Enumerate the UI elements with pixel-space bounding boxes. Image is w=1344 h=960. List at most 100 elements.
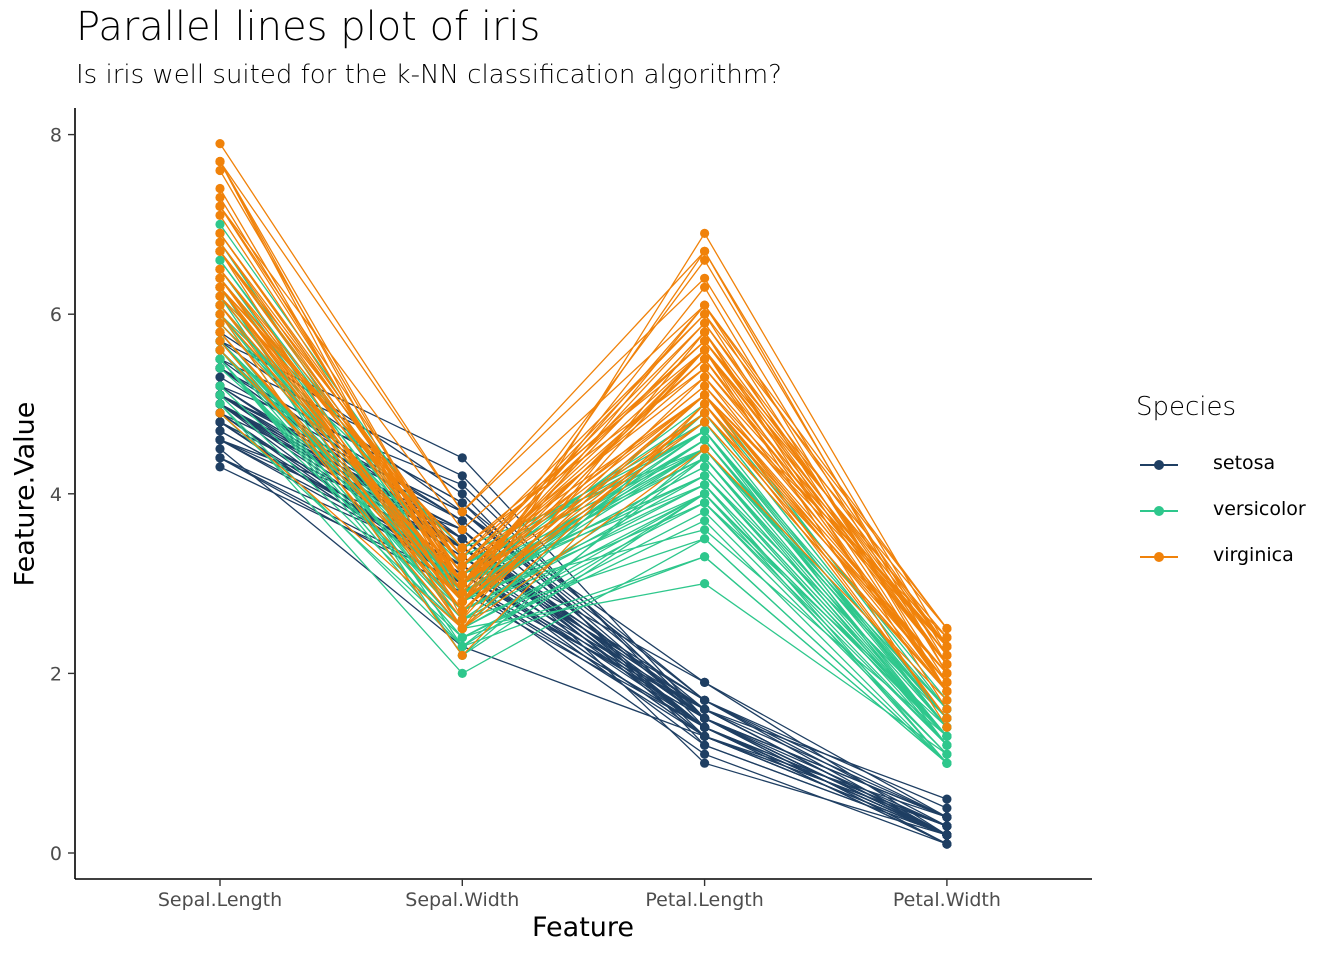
point-versicolor-47-2 — [700, 462, 710, 472]
point-virginica-33-1 — [457, 597, 467, 607]
point-versicolor-41-2 — [700, 435, 710, 445]
line-virginica-32 — [219, 277, 948, 656]
point-virginica-37-0 — [215, 273, 225, 283]
point-virginica-46-3 — [942, 677, 952, 688]
point-setosa-41-0 — [215, 444, 225, 454]
x-tick-label-0: Sepal.Length — [158, 889, 282, 911]
point-virginica-35-0 — [215, 156, 225, 167]
y-axis-title: Feature.Value — [9, 401, 41, 587]
point-virginica-34-1 — [457, 614, 467, 625]
x-tick-label-3: Petal.Width — [893, 889, 1001, 911]
point-virginica-46-1 — [457, 623, 467, 634]
y-tick-label-2: 2 — [50, 663, 62, 685]
point-virginica-13-0 — [215, 336, 225, 346]
point-setosa-49-3 — [942, 830, 952, 840]
point-versicolor-46-2 — [700, 471, 710, 481]
point-setosa-43-1 — [457, 534, 467, 544]
point-virginica-48-2 — [700, 363, 710, 373]
point-setosa-32-1 — [457, 480, 467, 490]
point-virginica-43-2 — [700, 318, 710, 328]
legend-key-setosa — [1140, 460, 1178, 470]
point-versicolor-25-0 — [215, 255, 225, 265]
point-virginica-47-0 — [215, 264, 225, 274]
point-virginica-46-2 — [700, 399, 710, 409]
line-virginica-43 — [219, 242, 948, 647]
point-setosa-15-1 — [457, 453, 467, 463]
point-versicolor-32-2 — [700, 498, 710, 508]
point-setosa-42-0 — [215, 453, 225, 463]
point-setosa-22-2 — [700, 758, 710, 768]
legend-label-versicolor: versicolor — [1213, 498, 1306, 520]
point-versicolor-40-2 — [700, 453, 710, 463]
point-virginica-38-0 — [215, 309, 225, 319]
point-virginica-31-2 — [700, 273, 710, 283]
legend-key-versicolor — [1140, 506, 1178, 516]
point-virginica-29-0 — [215, 201, 225, 211]
chart-subtitle: Is iris well suited for the k-NN classif… — [76, 60, 782, 90]
point-setosa-49-2 — [700, 722, 710, 732]
point-virginica-48-3 — [942, 641, 952, 652]
legend-item-versicolor: versicolor — [1136, 498, 1306, 544]
point-virginica-19-1 — [457, 650, 467, 661]
point-virginica-34-0 — [215, 300, 225, 310]
series-lines — [219, 143, 948, 845]
line-versicolor-39 — [219, 358, 948, 737]
point-setosa-29-0 — [215, 426, 225, 436]
point-virginica-40-2 — [700, 345, 710, 355]
point-virginica-42-0 — [215, 327, 225, 337]
point-versicolor-43-3 — [942, 758, 952, 768]
point-versicolor-29-2 — [700, 534, 710, 544]
line-virginica-22 — [219, 161, 948, 674]
point-virginica-7-0 — [215, 192, 225, 203]
point-versicolor-0-0 — [215, 219, 225, 229]
point-versicolor-45-3 — [942, 740, 952, 750]
line-virginica-42 — [219, 331, 948, 683]
point-virginica-44-3 — [942, 623, 952, 634]
point-virginica-44-2 — [700, 336, 710, 346]
point-versicolor-49-2 — [700, 480, 710, 490]
point-virginica-45-0 — [215, 246, 225, 256]
point-virginica-49-0 — [215, 318, 225, 328]
y-axis-ticks: 0 2 4 6 8 — [50, 125, 75, 865]
point-setosa-16-1 — [457, 498, 467, 508]
line-virginica-40 — [219, 250, 948, 638]
point-virginica-37-2 — [700, 354, 710, 364]
x-tick-label-1: Sepal.Width — [405, 889, 519, 911]
point-virginica-46-0 — [215, 282, 225, 292]
point-setosa-44-3 — [942, 812, 952, 822]
y-tick-label-0: 0 — [50, 843, 62, 865]
point-virginica-35-2 — [700, 300, 710, 310]
legend-key-virginica — [1140, 552, 1178, 562]
point-setosa-48-0 — [215, 372, 225, 382]
line-virginica-49 — [219, 322, 948, 692]
line-versicolor-31 — [219, 358, 948, 764]
point-versicolor-49-3 — [942, 731, 952, 741]
point-versicolor-36-2 — [700, 426, 710, 436]
legend-label-virginica: virginica — [1213, 544, 1294, 566]
legend: Species setosa versicolor virginica — [1136, 392, 1306, 590]
point-virginica-7-1 — [457, 588, 467, 598]
point-virginica-5-2 — [700, 255, 710, 265]
point-versicolor-48-3 — [942, 749, 952, 759]
point-setosa-37-3 — [942, 839, 952, 849]
point-setosa-43-3 — [942, 794, 952, 804]
point-versicolor-34-0 — [215, 363, 225, 373]
point-virginica-5-0 — [215, 165, 225, 176]
line-setosa-37 — [219, 412, 948, 845]
point-virginica-41-1 — [457, 570, 467, 580]
point-virginica-49-2 — [700, 390, 710, 400]
point-virginica-49-3 — [942, 686, 952, 697]
y-tick-label-4: 4 — [50, 484, 62, 506]
point-virginica-32-3 — [942, 650, 952, 661]
point-virginica-22-2 — [700, 246, 710, 256]
point-setosa-23-3 — [942, 803, 952, 813]
point-setosa-48-1 — [457, 516, 467, 526]
chart-title: Parallel lines plot of iris — [76, 4, 541, 50]
point-versicolor-48-0 — [215, 390, 225, 400]
point-virginica-47-2 — [700, 381, 710, 391]
point-versicolor-14-2 — [700, 525, 710, 535]
y-tick-label-8: 8 — [50, 125, 62, 147]
point-virginica-9-1 — [457, 525, 467, 535]
point-virginica-43-0 — [215, 237, 225, 247]
